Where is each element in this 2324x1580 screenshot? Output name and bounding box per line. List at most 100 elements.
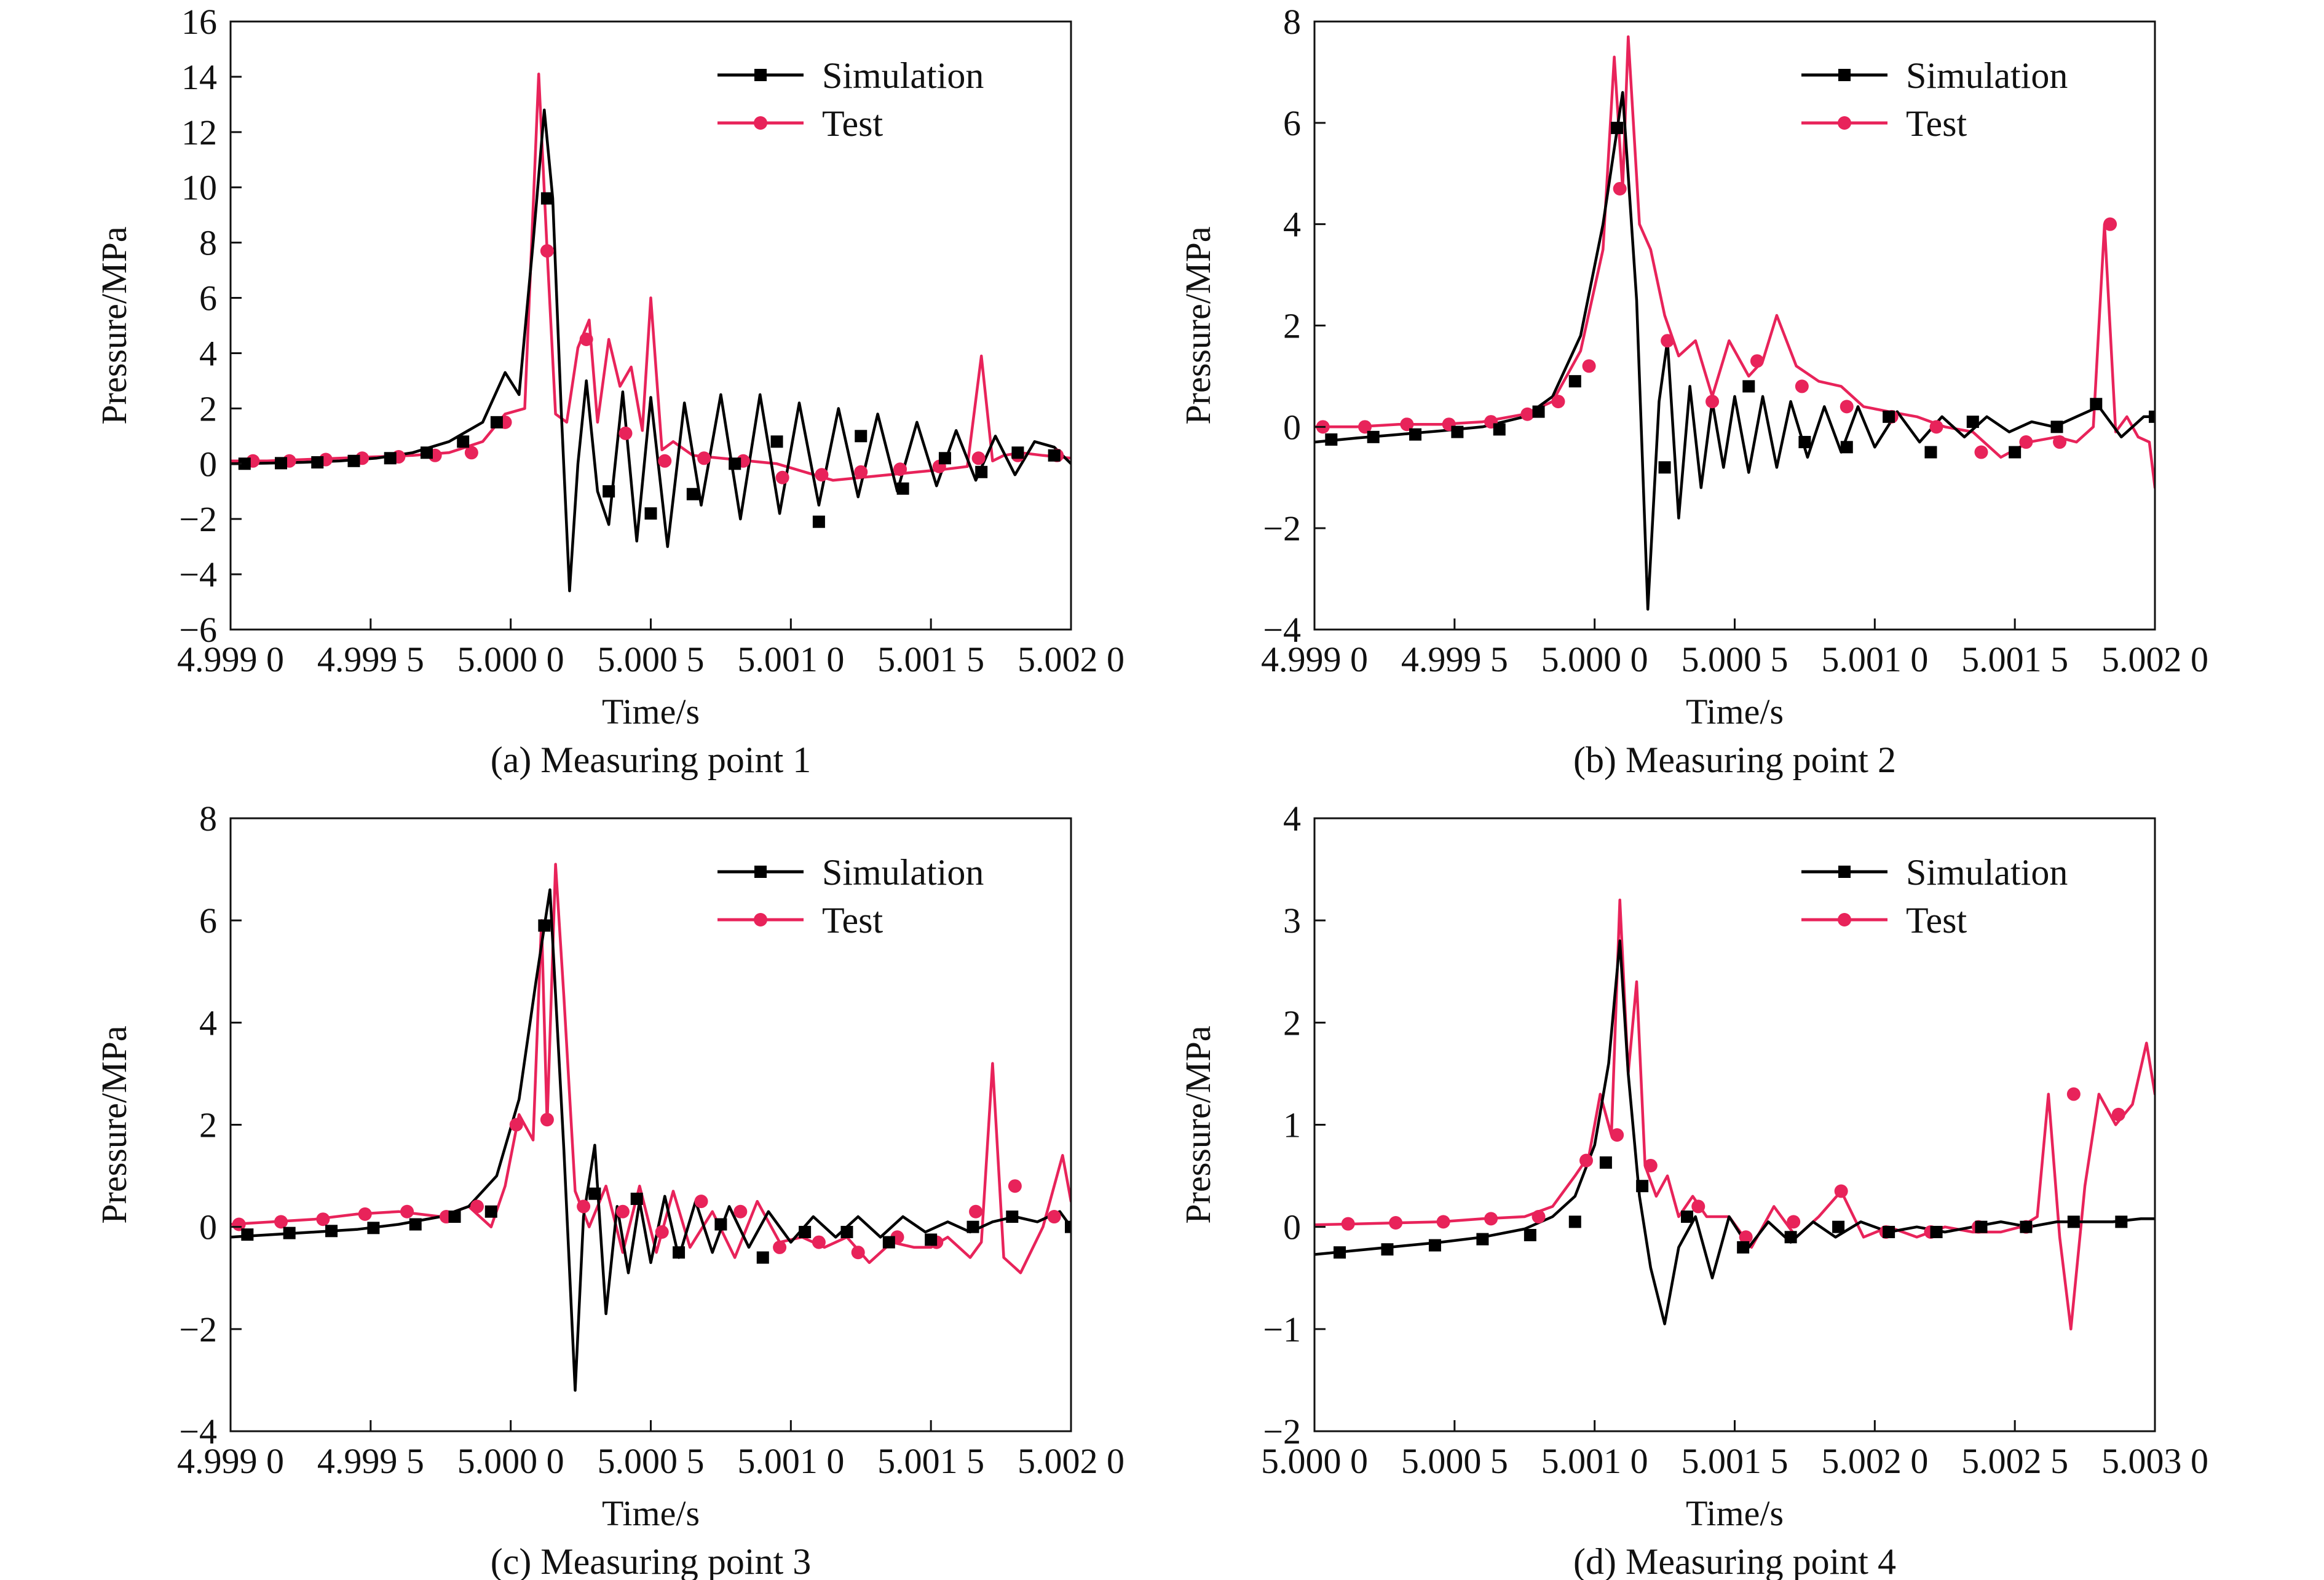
marker-simulation (855, 430, 868, 443)
marker-simulation (1568, 1215, 1581, 1228)
y-tick-label: −4 (179, 1412, 217, 1452)
marker-simulation (1883, 410, 1895, 423)
x-axis-title: Time/s (602, 692, 700, 732)
legend-marker-simulation (1838, 69, 1851, 81)
marker-test (1739, 1230, 1753, 1244)
marker-simulation (1476, 1233, 1489, 1246)
marker-test (1008, 1179, 1022, 1193)
marker-test (658, 454, 672, 468)
marker-test (1974, 445, 1988, 459)
x-tick-label: 4.999 5 (1401, 639, 1508, 679)
marker-test (1834, 1184, 1848, 1198)
marker-test (1610, 1128, 1624, 1142)
marker-simulation (1681, 1211, 1694, 1223)
marker-simulation (1784, 1231, 1797, 1244)
x-tick-label: 5.001 5 (877, 639, 984, 679)
marker-simulation (770, 435, 783, 448)
marker-test (1705, 395, 1720, 409)
marker-test (893, 462, 907, 476)
marker-test (1400, 417, 1414, 432)
chart-panel-3: 4.999 0 4.999 5 5.000 0 5.000 5 5.001 0 5.001… (94, 799, 1124, 1580)
marker-simulation (1409, 428, 1422, 441)
marker-simulation (1966, 416, 1979, 429)
marker-test (1532, 1210, 1546, 1224)
marker-test (579, 332, 593, 346)
marker-simulation (925, 1233, 938, 1246)
marker-test (2066, 1087, 2081, 1101)
marker-test (1389, 1216, 1403, 1230)
marker-test (733, 1204, 748, 1219)
marker-test (509, 1118, 523, 1132)
chart-panel-1: 4.999 0 4.999 5 5.000 0 5.000 5 5.001 0 5.001… (94, 2, 1124, 780)
marker-test (1661, 334, 1675, 348)
marker-simulation (1428, 1239, 1441, 1252)
x-tick-label: 4.999 5 (317, 1441, 424, 1481)
marker-simulation (2090, 398, 2103, 411)
y-tick-label: 2 (199, 1105, 217, 1145)
x-tick-label: 4.999 0 (177, 1441, 284, 1481)
panel-caption: (d) Measuring point 4 (1573, 1541, 1896, 1580)
x-tick-label: 5.000 5 (598, 1441, 705, 1481)
marker-simulation (1381, 1243, 1394, 1256)
y-axis-title: Pressure/MPa (1178, 1025, 1218, 1223)
marker-simulation (799, 1225, 812, 1238)
marker-simulation (1568, 375, 1581, 388)
marker-simulation (538, 919, 551, 932)
marker-simulation (1611, 122, 1624, 135)
marker-test (655, 1225, 669, 1239)
y-tick-label: 3 (1283, 901, 1301, 941)
legend-marker-simulation (754, 866, 767, 878)
legend-label-test: Test (1906, 103, 1967, 144)
legend-marker-test (1838, 116, 1851, 130)
y-tick-label: 6 (199, 901, 217, 941)
y-tick-label: 8 (1283, 2, 1301, 42)
y-tick-label: 16 (181, 2, 217, 42)
marker-test (1582, 359, 1596, 373)
marker-simulation (896, 482, 909, 495)
marker-test (1341, 1217, 1355, 1231)
x-tick-label: 5.000 0 (457, 639, 564, 679)
y-tick-label: 4 (199, 333, 217, 373)
legend-label-test: Test (1906, 900, 1967, 941)
marker-simulation (2020, 1220, 2033, 1233)
plot-frame (1313, 20, 2156, 631)
marker-test (854, 465, 868, 479)
marker-test (577, 1199, 591, 1214)
marker-simulation (729, 457, 741, 470)
marker-simulation (2067, 1215, 2080, 1228)
plot-area (1314, 35, 2155, 611)
marker-simulation (420, 446, 433, 459)
marker-simulation (1924, 446, 1937, 459)
marker-test (1691, 1199, 1705, 1214)
marker-test (1929, 420, 1943, 434)
marker-simulation (1742, 380, 1755, 393)
chart-panel-2: 4.999 0 4.999 5 5.000 0 5.000 5 5.001 0 5.001… (1178, 2, 2208, 780)
y-tick-label: −4 (1263, 610, 1301, 650)
marker-simulation (1930, 1225, 1943, 1238)
plot-frame (1313, 817, 2156, 1432)
y-tick-label: 4 (1283, 205, 1301, 245)
x-tick-label: 5.002 5 (1961, 1441, 2068, 1481)
x-tick-label: 5.002 0 (1018, 639, 1124, 679)
series-line-simulation (231, 108, 1071, 593)
marker-simulation (1065, 1220, 1071, 1233)
marker-test (2053, 435, 2067, 449)
marker-simulation (241, 1228, 254, 1241)
legend-marker-test (754, 116, 767, 130)
marker-simulation (384, 452, 397, 465)
marker-simulation (1636, 1180, 1649, 1193)
marker-simulation (1975, 1220, 1988, 1233)
marker-test (1436, 1215, 1450, 1229)
marker-simulation (2149, 410, 2155, 423)
legend-label-simulation: Simulation (822, 55, 984, 96)
y-axis-title: Pressure/MPa (1178, 226, 1218, 424)
x-axis-title: Time/s (1686, 1493, 1784, 1533)
marker-simulation (1048, 449, 1061, 462)
marker-simulation (325, 1225, 338, 1238)
series-line-simulation (231, 888, 1071, 1392)
marker-simulation (2115, 1215, 2128, 1228)
legend-label-simulation: Simulation (1906, 55, 2068, 96)
x-tick-label: 5.000 5 (1682, 639, 1788, 679)
marker-test (400, 1204, 414, 1219)
x-tick-label: 5.001 0 (1541, 1441, 1648, 1481)
